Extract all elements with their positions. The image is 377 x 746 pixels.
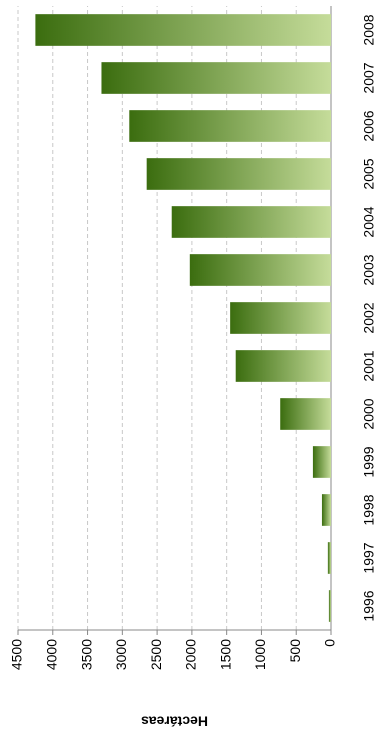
bar [189,254,331,286]
y-tick-label: 1500 [217,639,233,670]
bar [321,494,331,526]
x-tick-label: 1999 [361,446,377,477]
y-tick-label: 2000 [183,639,199,670]
plot: 0 500 1000 1500 2000 2500 3000 3500 4000 4500 Hect… [9,6,377,729]
x-tick-label: 2002 [361,302,377,333]
x-tick-label: 2000 [361,398,377,429]
bar [327,542,331,574]
bar [230,302,331,334]
x-tick-label: 2003 [361,254,377,285]
bar [312,446,332,478]
y-tick-label: 4000 [43,639,59,670]
y-tick-label: 0 [322,639,338,647]
y-axis-title: Hectáreas [141,713,208,729]
bar [235,350,332,382]
x-tick-label: 2007 [361,62,377,93]
x-tick-label: 1998 [361,494,377,525]
x-tick-label: 1996 [361,590,377,621]
y-tick-label: 1000 [252,639,268,670]
bar [101,62,332,94]
y-tick-label: 2500 [148,639,164,670]
bar [328,590,331,622]
x-tick-label: 2005 [361,158,377,189]
y-tick-label: 4500 [9,639,25,670]
bar [146,158,331,190]
bar [280,398,332,430]
y-tick-label: 500 [287,639,303,663]
x-tick-label: 2008 [361,14,377,45]
bar [35,14,332,46]
x-tick-label: 2006 [361,110,377,141]
bar [129,110,331,142]
x-tick-label: 1997 [361,542,377,573]
bar [171,206,331,238]
x-tick-label: 2001 [361,350,377,381]
y-tick-label: 3500 [78,639,94,670]
y-tick-label: 3000 [113,639,129,670]
x-tick-label: 2004 [361,206,377,237]
